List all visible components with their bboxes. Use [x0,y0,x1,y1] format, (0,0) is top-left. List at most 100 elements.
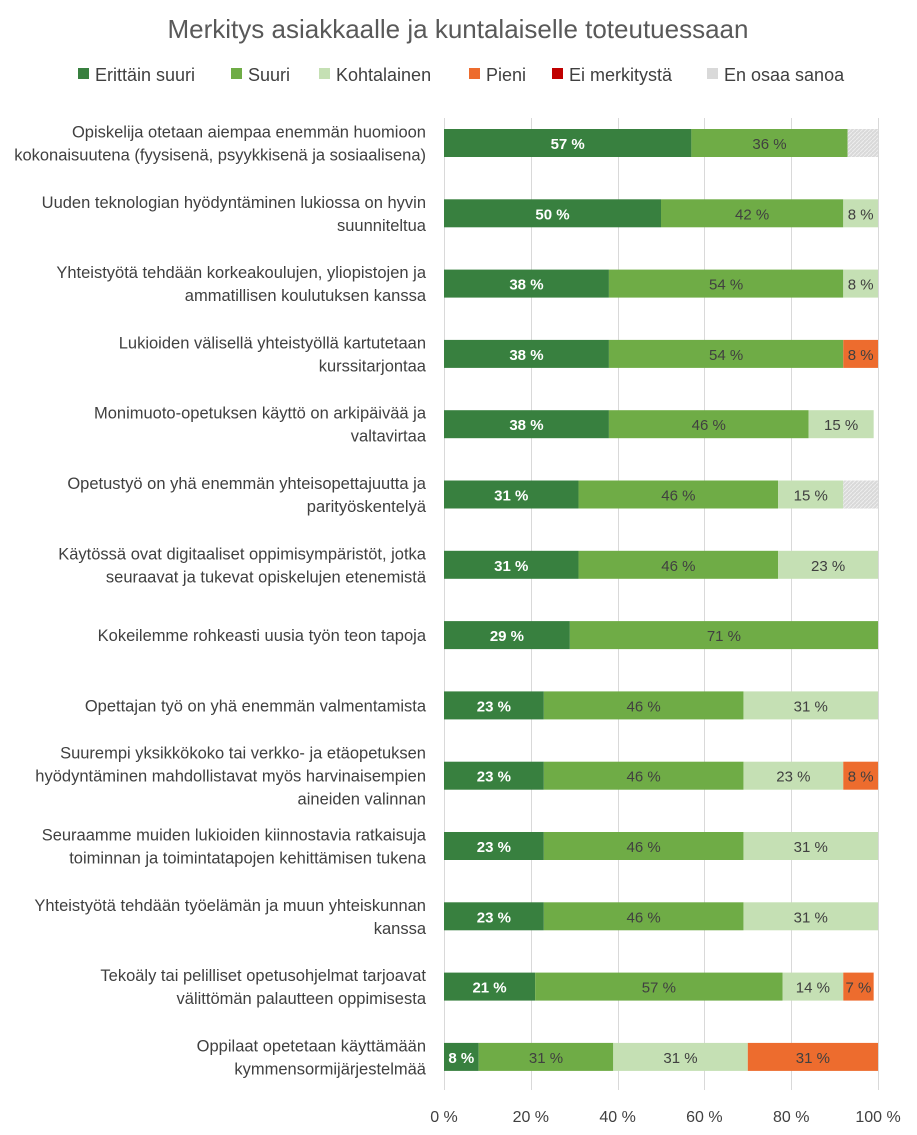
x-tick-label: 60 % [686,1109,722,1126]
bar-segment-suuri [578,550,779,579]
data-label: 8 % [848,277,874,294]
data-label: 57 % [551,136,585,153]
category-label: Suurempi yksikkökoko tai verkko- ja etäo… [35,745,426,809]
bar-segment-eritt-in-suuri [444,339,609,368]
legend-swatch [469,68,480,79]
category-label: Seuraamme muiden lukioiden kiinnostavia … [42,827,427,868]
x-tick-label: 100 % [855,1109,900,1126]
data-label: 46 % [692,417,726,434]
legend-swatch [319,68,330,79]
data-label: 54 % [709,347,743,364]
bar-row: 31 % 46 % 23 % [444,550,878,579]
data-label: 7 % [846,980,872,997]
legend-item-en-osaa-sanoa: En osaa sanoa [707,65,845,85]
legend-swatch [707,68,718,79]
data-label: 31 % [794,909,828,926]
bar-segment-suuri [691,129,848,157]
data-label: 15 % [794,488,828,505]
category-labels: Opiskelija otetaan aiempaa enemmän huomi… [14,124,427,1079]
data-label: 38 % [509,347,543,364]
data-label: 31 % [794,839,828,856]
category-label: Uuden teknologian hyödyntäminen lukiossa… [42,194,427,235]
legend-label: Kohtalainen [336,65,431,85]
data-label: 57 % [642,980,676,997]
bar-segment-kohtalainen [843,199,878,228]
x-tick-label: 20 % [513,1109,549,1126]
data-label: 21 % [472,980,506,997]
bar-segment-eritt-in-suuri [444,1042,479,1071]
category-label: Tekoäly tai pelilliset opetusohjelmat ta… [100,967,426,1008]
legend-label: Suuri [248,65,290,85]
bar-segment-eritt-in-suuri [444,269,609,298]
data-label: 38 % [509,277,543,294]
data-label: 42 % [735,206,769,223]
bar-segment-suuri [535,972,783,1001]
x-tick-label: 80 % [773,1109,809,1126]
data-label: 71 % [707,628,741,645]
category-label: Yhteistyötä tehdään korkeakoulujen, ylio… [56,264,426,305]
bar-segment-kohtalainen [743,691,878,720]
category-label: Kokeilemme rohkeasti uusia työn teon tap… [98,627,427,645]
bar-segment-suuri [543,691,744,720]
bar-segment-eritt-in-suuri [444,691,544,720]
bar-segment-kohtalainen [843,269,878,298]
legend-item-pieni: Pieni [469,65,526,85]
bar-row: 21 % 57 % 14 % 7 % [444,972,874,1001]
bar-segment-en-osaa-sanoa [843,480,878,509]
category-label: Opetustyö on yhä enemmän yhteisopettajuu… [67,475,426,516]
data-label: 46 % [627,909,661,926]
data-label: 29 % [490,628,524,645]
bar-segment-pieni [843,972,874,1001]
data-label: 14 % [796,980,830,997]
data-label: 31 % [794,698,828,715]
data-label: 23 % [811,558,845,575]
bar-segment-kohtalainen [778,550,878,579]
data-label: 23 % [477,769,511,786]
bar-segment-pieni [843,761,878,790]
bar-segment-eritt-in-suuri [444,480,579,509]
bar-segment-eritt-in-suuri [444,761,544,790]
bar-segment-kohtalainen [743,902,878,931]
data-label: 8 % [848,769,874,786]
data-label: 54 % [709,277,743,294]
data-label: 36 % [752,136,786,153]
bar-row: 31 % 46 % 15 % [444,480,878,509]
bar-segment-suuri [543,761,744,790]
bar-segment-kohtalainen [808,410,874,439]
legend-item-kohtalainen: Kohtalainen [319,65,431,85]
bar-segment-suuri [543,832,744,860]
legend-label: Ei merkitystä [569,65,673,85]
legend: Erittäin suuri Suuri Kohtalainen Pieni Ei me… [78,65,845,85]
category-label: Yhteistyötä tehdään työelämän ja muun yh… [34,897,427,938]
bar-segment-eritt-in-suuri [444,621,570,650]
data-label: 46 % [661,558,695,575]
bar-row: 29 % 71 % [444,621,878,650]
legend-item-ei-merkityst: Ei merkitystä [552,65,673,85]
legend-swatch [78,68,89,79]
bar-row: 38 % 46 % 15 % [444,410,874,439]
bar-row: 8 % 31 % 31 % 31 % [444,1042,878,1071]
bar-segment-en-osaa-sanoa [847,129,878,157]
category-label: Opiskelija otetaan aiempaa enemmän huomi… [14,124,426,165]
bar-row: 23 % 46 % 23 % 8 % [444,761,878,790]
bar-row: 38 % 54 % 8 % [444,269,878,298]
bar-row: 50 % 42 % 8 % [444,199,878,228]
legend-item-suuri: Suuri [231,65,290,85]
legend-swatch [231,68,242,79]
data-label: 46 % [627,839,661,856]
chart-title: Merkitys asiakkaalle ja kuntalaiselle to… [168,14,749,44]
bar-segment-pieni [747,1042,878,1071]
bar-segment-eritt-in-suuri [444,410,609,439]
bar-segment-suuri [478,1042,614,1071]
bar-segment-kohtalainen [613,1042,748,1071]
bar-segment-eritt-in-suuri [444,832,544,860]
x-axis: 0 % 20 % 40 % 60 % 80 % 100 % [430,1109,900,1126]
data-label: 31 % [494,558,528,575]
bar-segment-suuri [608,339,844,368]
bars: 57 % 36 % 50 % 42 % 8 % 38 % 54 % 8 % 38 % 54 % 8 … [444,129,878,1071]
legend-swatch [552,68,563,79]
data-label: 31 % [663,1050,697,1067]
category-label: Lukioiden välisellä yhteistyöllä kartute… [119,334,427,375]
data-label: 46 % [661,488,695,505]
